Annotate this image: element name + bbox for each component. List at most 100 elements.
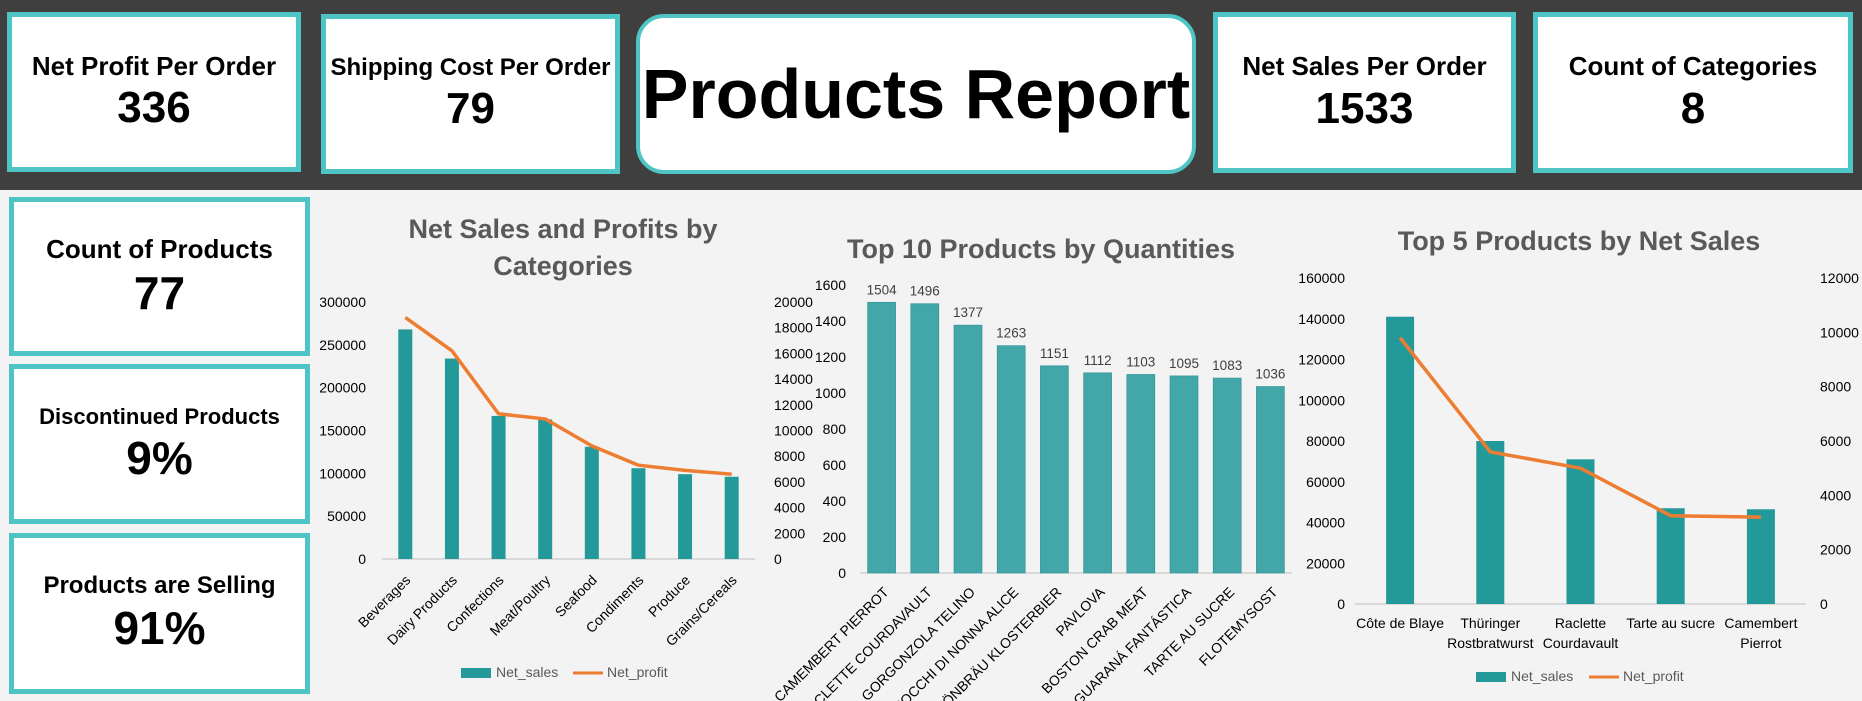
- bar-net-sales: [491, 415, 506, 559]
- y-right-tick-label: 4000: [774, 500, 805, 516]
- legend-label-net-sales: Net_sales: [1511, 668, 1573, 684]
- category-label: Rostbratwurst: [1447, 635, 1533, 651]
- kpi-value: 79: [446, 84, 495, 133]
- y-left-tick-label: 0: [358, 551, 366, 567]
- y-right-tick-label: 0: [1820, 596, 1828, 612]
- bar-quantity: [996, 345, 1026, 574]
- y-right-tick-label: 20000: [774, 294, 813, 310]
- category-label: Pierrot: [1740, 635, 1781, 651]
- y-right-tick-label: 0: [774, 551, 782, 567]
- category-label: Côte de Blaye: [1356, 615, 1444, 631]
- kpi-label: Net Profit Per Order: [31, 50, 277, 81]
- bar-quantity: [1083, 372, 1112, 574]
- legend-swatch-net-sales: [461, 668, 491, 678]
- bar-quantity: [1256, 386, 1285, 574]
- data-label: 1036: [1255, 367, 1285, 382]
- bar-net-sales: [678, 474, 693, 559]
- bar-quantity: [867, 301, 896, 574]
- y-left-tick-label: 0: [1337, 596, 1345, 612]
- y-left-tick-label: 40000: [1306, 515, 1345, 531]
- line-net-profit: [404, 315, 732, 476]
- category-label: Thüringer: [1460, 615, 1520, 631]
- bar-net-sales: [584, 446, 599, 559]
- y-right-tick-label: 14000: [774, 371, 813, 387]
- y-tick-label: 1400: [815, 313, 846, 329]
- y-left-tick-label: 120000: [1298, 352, 1345, 368]
- data-label: 1103: [1126, 354, 1155, 369]
- bar-quantity: [1212, 377, 1242, 574]
- y-right-tick-label: 6000: [774, 474, 805, 490]
- bar-quantity: [910, 303, 940, 574]
- chart-title-line: Categories: [493, 251, 633, 281]
- bar-quantity: [953, 324, 983, 574]
- bar-net-sales: [444, 358, 459, 559]
- kpi-label: Count of Categories: [1568, 51, 1818, 81]
- y-tick-label: 800: [823, 421, 847, 437]
- y-right-tick-label: 18000: [774, 320, 813, 336]
- data-label: 1263: [996, 326, 1026, 341]
- bar-quantity: [1040, 365, 1069, 574]
- kpi-value: 1533: [1315, 83, 1414, 133]
- y-left-tick-label: 140000: [1298, 311, 1345, 327]
- line-net-profit: [1398, 336, 1761, 519]
- category-label: Courdavault: [1543, 635, 1619, 651]
- data-label: 1377: [953, 305, 983, 320]
- chart-title-line: Net Sales and Profits by: [408, 214, 717, 244]
- y-left-tick-label: 200000: [319, 380, 366, 396]
- page-title: Products Report: [641, 55, 1191, 133]
- bar-net-sales: [398, 329, 413, 559]
- y-right-tick-label: 16000: [774, 345, 813, 361]
- kpi-label: Shipping Cost Per Order: [330, 53, 611, 81]
- kpi-discontinued-products: Discontinued Products 9%: [9, 364, 310, 524]
- legend-swatch-net-sales: [1476, 672, 1506, 682]
- y-left-tick-label: 150000: [319, 423, 366, 439]
- y-tick-label: 200: [823, 529, 847, 545]
- y-left-tick-label: 100000: [319, 465, 366, 481]
- y-tick-label: 600: [823, 457, 847, 473]
- legend-label-net-sales: Net_sales: [496, 664, 558, 680]
- kpi-value: 8: [1680, 83, 1706, 133]
- y-left-tick-label: 50000: [327, 508, 366, 524]
- kpi-label: Discontinued Products: [39, 403, 280, 429]
- y-right-tick-label: 8000: [1820, 379, 1851, 395]
- y-right-tick-label: 10000: [774, 423, 813, 439]
- y-right-tick-label: 12000: [1820, 270, 1859, 286]
- data-label: 1151: [1040, 346, 1069, 361]
- y-left-tick-label: 160000: [1298, 270, 1345, 286]
- chart-title: Top 10 Products by Quantities: [847, 234, 1235, 264]
- legend-label-net-profit: Net_profit: [607, 664, 668, 680]
- y-tick-label: 1000: [815, 385, 846, 401]
- bar-net-sales: [1746, 509, 1775, 604]
- chart-title: Net Sales and Profits by Categories: [408, 214, 717, 281]
- y-right-tick-label: 4000: [1820, 487, 1851, 503]
- kpi-value: 9%: [126, 431, 193, 484]
- y-tick-label: 400: [823, 493, 847, 509]
- y-left-tick-label: 100000: [1298, 392, 1345, 408]
- y-left-tick-label: 250000: [319, 337, 366, 353]
- y-tick-label: 1600: [815, 277, 846, 293]
- category-label: Camembert: [1724, 615, 1797, 631]
- kpi-value: 91%: [113, 602, 206, 655]
- y-right-tick-label: 2000: [1820, 542, 1851, 558]
- data-label: 1083: [1212, 358, 1242, 373]
- y-left-tick-label: 60000: [1306, 474, 1345, 490]
- y-left-tick-label: 80000: [1306, 433, 1345, 449]
- y-right-tick-label: 12000: [774, 397, 813, 413]
- kpi-shipping-cost-per-order: Shipping Cost Per Order 79: [321, 14, 620, 174]
- category-label: Raclette: [1555, 615, 1607, 631]
- bar-net-sales: [1656, 508, 1685, 604]
- y-tick-label: 0: [838, 565, 846, 581]
- kpi-count-of-categories: Count of Categories 8: [1533, 12, 1853, 173]
- kpi-label: Products are Selling: [43, 572, 276, 599]
- kpi-count-of-products: Count of Products 77: [9, 197, 310, 356]
- bar-net-sales: [631, 468, 646, 559]
- y-left-tick-label: 20000: [1306, 555, 1345, 571]
- kpi-label: Count of Products: [46, 233, 273, 264]
- kpi-net-sales-per-order: Net Sales Per Order 1533: [1213, 12, 1516, 173]
- data-label: 1504: [867, 282, 898, 297]
- y-right-tick-label: 6000: [1820, 433, 1851, 449]
- kpi-value: 77: [133, 266, 186, 319]
- y-right-tick-label: 8000: [774, 448, 805, 464]
